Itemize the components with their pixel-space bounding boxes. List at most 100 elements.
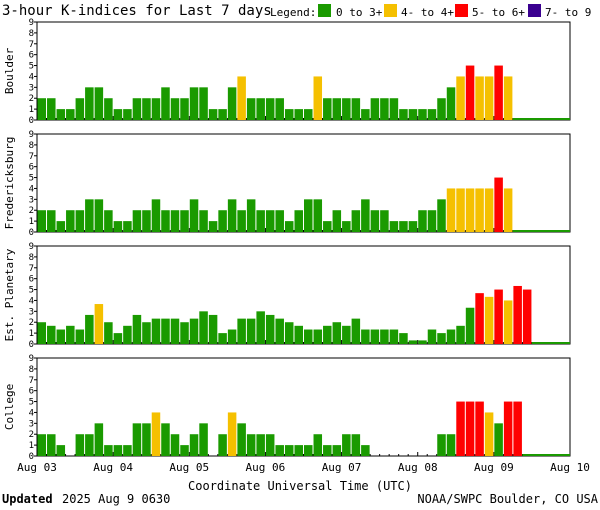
k-index-bar	[475, 76, 484, 120]
y-axis-label: College	[3, 384, 16, 430]
k-index-bar	[142, 322, 151, 344]
k-index-bar	[351, 434, 361, 456]
k-index-bar	[284, 221, 294, 232]
k-index-bar	[113, 221, 123, 232]
legend-text-5-to-6: 5- to 6+	[472, 6, 525, 19]
x-tick-label: Aug 06	[246, 461, 286, 474]
k-index-bar	[513, 285, 522, 344]
station-panels: 0123456789Boulder0123456789Fredericksbur…	[3, 18, 590, 474]
k-index-bar	[332, 322, 342, 344]
k-index-bar	[503, 188, 513, 232]
legend-swatch-4-to-4	[384, 4, 397, 17]
k-index-bar	[265, 210, 275, 232]
k-index-bar	[189, 434, 199, 456]
k-index-bar	[437, 333, 446, 344]
k-index-bar	[475, 401, 484, 456]
k-index-bar	[418, 210, 427, 232]
k-index-bar	[465, 65, 475, 120]
k-index-bar	[465, 188, 475, 232]
k-index-bar	[85, 199, 94, 232]
k-index-bar	[123, 109, 132, 120]
y-tick-label: 2	[29, 430, 34, 440]
k-index-bar	[180, 98, 189, 120]
y-tick-label: 1	[29, 217, 34, 227]
k-index-bar	[284, 109, 294, 120]
y-tick-label: 2	[29, 318, 34, 328]
k-index-bar	[370, 329, 380, 344]
k-index-bar	[151, 412, 161, 456]
k-index-bar	[256, 434, 265, 456]
y-tick-label: 8	[29, 253, 34, 263]
y-tick-label: 5	[29, 62, 34, 72]
k-index-bar	[161, 423, 170, 456]
x-tick-label: Aug 09	[474, 461, 514, 474]
k-index-bar	[304, 109, 313, 120]
k-index-bar	[56, 445, 66, 456]
k-index-bar	[104, 98, 113, 120]
k-index-bar	[199, 423, 208, 456]
k-index-bar	[37, 98, 47, 120]
k-index-bar	[399, 333, 408, 344]
k-index-bar	[323, 98, 332, 120]
x-tick-label: Aug 08	[398, 461, 438, 474]
y-tick-label: 0	[29, 452, 34, 462]
k-index-bar	[265, 98, 275, 120]
k-index-bar	[94, 199, 104, 232]
y-tick-label: 6	[29, 51, 34, 61]
k-index-bar	[85, 314, 94, 344]
k-index-bar	[389, 221, 399, 232]
k-index-bar	[161, 318, 170, 344]
k-index-bar	[494, 177, 503, 232]
k-index-bar	[132, 98, 142, 120]
x-tick-label: Aug 05	[169, 461, 209, 474]
k-index-bar	[104, 322, 113, 344]
k-index-bar	[246, 98, 256, 120]
k-index-bar	[427, 210, 437, 232]
k-index-bar	[161, 210, 170, 232]
k-index-bar	[275, 445, 284, 456]
k-index-bar	[256, 311, 265, 344]
legend-swatch-5-to-6	[455, 4, 468, 17]
k-index-bar	[94, 87, 104, 120]
k-index-bar	[94, 423, 104, 456]
y-tick-label: 4	[29, 296, 34, 306]
x-axis-label: Coordinate Universal Time (UTC)	[188, 479, 412, 493]
k-index-bar	[142, 210, 151, 232]
k-index-bar	[503, 76, 513, 120]
k-index-bar	[199, 210, 208, 232]
y-tick-label: 6	[29, 163, 34, 173]
legend-text-0-to-3: 0 to 3+	[336, 6, 383, 19]
y-tick-label: 7	[29, 376, 34, 386]
y-tick-label: 4	[29, 72, 34, 82]
k-index-bar	[503, 401, 513, 456]
k-index-bar	[85, 434, 94, 456]
k-index-bar	[180, 322, 189, 344]
k-index-bar	[104, 445, 113, 456]
k-index-bar	[208, 109, 218, 120]
k-index-bar	[342, 98, 351, 120]
k-index-bar	[142, 98, 151, 120]
k-index-bar	[189, 318, 199, 344]
k-index-bar	[342, 434, 351, 456]
k-index-bar	[294, 445, 303, 456]
updated-value: 2025 Aug 9 0630	[62, 492, 170, 506]
y-tick-label: 3	[29, 195, 34, 205]
k-index-bar	[132, 210, 142, 232]
k-index-bar	[170, 98, 180, 120]
k-index-bar	[342, 221, 351, 232]
k-index-bar	[313, 76, 323, 120]
k-index-bar	[294, 210, 303, 232]
y-tick-label: 1	[29, 329, 34, 339]
k-index-bar	[332, 445, 342, 456]
y-tick-label: 6	[29, 275, 34, 285]
y-tick-label: 6	[29, 387, 34, 397]
k-index-bar	[465, 307, 475, 344]
k-index-bar	[323, 221, 332, 232]
y-tick-label: 9	[29, 242, 34, 252]
k-index-bar	[370, 210, 380, 232]
k-index-bar	[313, 329, 323, 344]
k-index-bar	[161, 87, 170, 120]
y-tick-label: 9	[29, 18, 34, 28]
y-tick-label: 3	[29, 83, 34, 93]
x-tick-label: Aug 10	[550, 461, 590, 474]
